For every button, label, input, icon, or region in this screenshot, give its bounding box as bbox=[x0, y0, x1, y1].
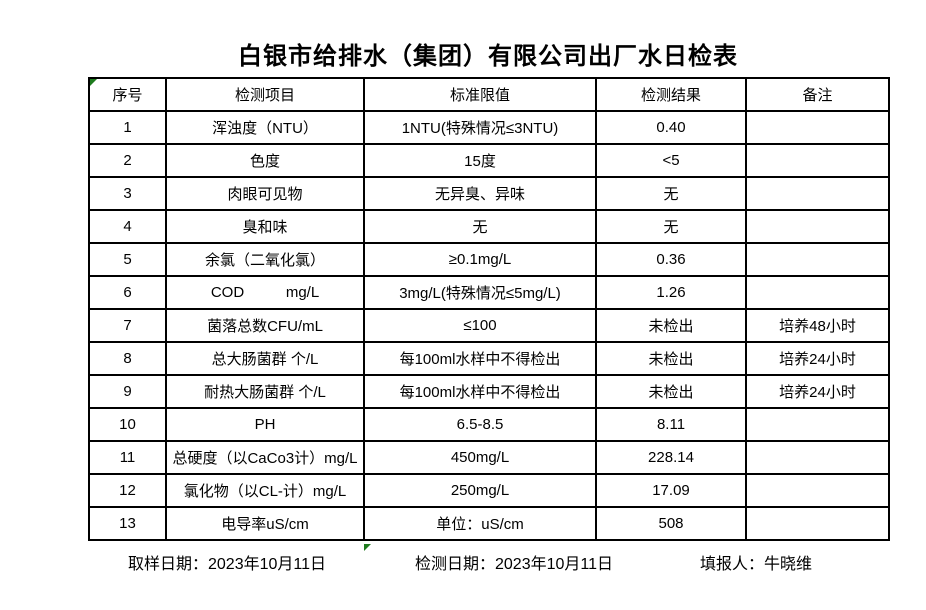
table-row: 11 总硬度（以CaCo3计）mg/L 450mg/L 228.14 bbox=[88, 440, 890, 475]
table-cell: 8 bbox=[88, 341, 167, 376]
table-cell: ≤100 bbox=[363, 308, 597, 343]
table-cell: 4 bbox=[88, 209, 167, 244]
table-row: 4 臭和味无无 bbox=[88, 209, 890, 244]
table-cell: 电导率uS/cm bbox=[165, 506, 365, 541]
table-cell: 1NTU(特殊情况≤3NTU) bbox=[363, 110, 597, 145]
table-row: 3 肉眼可见物 无异臭、异味无 bbox=[88, 176, 890, 211]
table-cell: 228.14 bbox=[595, 440, 747, 475]
table-row: 5 余氯（二氧化氯） ≥0.1mg/L 0.36 bbox=[88, 242, 890, 277]
table-row: 13 电导率uS/cm 单位：uS/cm 508 bbox=[88, 506, 890, 541]
table-cell bbox=[745, 143, 890, 178]
table-cell: 7 bbox=[88, 308, 167, 343]
table-header: 序号 检测项目 标准限值 检测结果 备注 bbox=[88, 77, 890, 112]
reporter-label: 填报人：牛晓维 bbox=[700, 556, 813, 573]
table-cell: 9 bbox=[88, 374, 167, 409]
column-header: 标准限值 bbox=[363, 77, 597, 112]
page-title: 白银市给排水（集团）有限公司出厂水日检表 bbox=[238, 43, 738, 70]
table-cell: 1 bbox=[88, 110, 167, 145]
table-cell bbox=[745, 473, 890, 508]
sampling-date-label: 取样日期：2023年10月11日 bbox=[128, 556, 327, 573]
table-cell: 单位：uS/cm bbox=[363, 506, 597, 541]
table-row: 10 PH 6.5-8.5 8.11 bbox=[88, 407, 890, 442]
table-cell bbox=[745, 242, 890, 277]
green-corner-marker-icon bbox=[364, 544, 371, 551]
daily-inspection-table: 序号 检测项目 标准限值 检测结果 备注 1 浑浊度（NTU） 1NTU(特殊情况≤3NTU… bbox=[88, 77, 890, 541]
green-corner-marker-icon bbox=[90, 79, 97, 86]
table-cell: 无 bbox=[363, 209, 597, 244]
table-row: 7 菌落总数CFU/mL ≤100 未检出 培养48小时 bbox=[88, 308, 890, 343]
table-cell: 总大肠菌群 个/L bbox=[165, 341, 365, 376]
test-date-label: 检测日期：2023年10月11日 bbox=[415, 556, 614, 573]
table-cell: ≥0.1mg/L bbox=[363, 242, 597, 277]
table-cell: 未检出 bbox=[595, 341, 747, 376]
table-body: 1 浑浊度（NTU） 1NTU(特殊情况≤3NTU) 0.40 2 色度 15度 <5 3 肉眼可… bbox=[88, 110, 890, 541]
table-cell: 培养24小时 bbox=[745, 341, 890, 376]
table-cell bbox=[745, 506, 890, 541]
table-cell: 5 bbox=[88, 242, 167, 277]
table-cell: 15度 bbox=[363, 143, 597, 178]
table-cell: <5 bbox=[595, 143, 747, 178]
table-cell: 12 bbox=[88, 473, 167, 508]
table-cell bbox=[745, 110, 890, 145]
table-row: 12 氯化物（以CL-计）mg/L 250mg/L 17.09 bbox=[88, 473, 890, 508]
table-cell bbox=[745, 440, 890, 475]
table-row: 6 COD mg/L 3mg/L(特殊情况≤5mg/L) 1.26 bbox=[88, 275, 890, 310]
table-cell: 培养48小时 bbox=[745, 308, 890, 343]
table-cell: 13 bbox=[88, 506, 167, 541]
table-cell: 臭和味 bbox=[165, 209, 365, 244]
table-row: 1 浑浊度（NTU） 1NTU(特殊情况≤3NTU) 0.40 bbox=[88, 110, 890, 145]
table-cell: 肉眼可见物 bbox=[165, 176, 365, 211]
table-cell: 8.11 bbox=[595, 407, 747, 442]
table-row: 2 色度 15度 <5 bbox=[88, 143, 890, 178]
table-row: 8 总大肠菌群 个/L 每100ml水样中不得检出 未检出 培养24小时 bbox=[88, 341, 890, 376]
table-cell bbox=[745, 407, 890, 442]
table-cell: 17.09 bbox=[595, 473, 747, 508]
table-cell: 浑浊度（NTU） bbox=[165, 110, 365, 145]
table-cell: 每100ml水样中不得检出 bbox=[363, 374, 597, 409]
column-header: 备注 bbox=[745, 77, 890, 112]
table-cell: 6 bbox=[88, 275, 167, 310]
table-cell: 每100ml水样中不得检出 bbox=[363, 341, 597, 376]
table-cell: COD mg/L bbox=[165, 275, 365, 310]
table-cell: 菌落总数CFU/mL bbox=[165, 308, 365, 343]
table-cell: 总硬度（以CaCo3计）mg/L bbox=[165, 440, 365, 475]
table-cell: 2 bbox=[88, 143, 167, 178]
column-header: 检测结果 bbox=[595, 77, 747, 112]
table-cell bbox=[745, 209, 890, 244]
table-cell: 耐热大肠菌群 个/L bbox=[165, 374, 365, 409]
table-cell: 3mg/L(特殊情况≤5mg/L) bbox=[363, 275, 597, 310]
column-header: 检测项目 bbox=[165, 77, 365, 112]
table-cell: 0.36 bbox=[595, 242, 747, 277]
table-cell: 无 bbox=[595, 209, 747, 244]
table-cell: 无异臭、异味 bbox=[363, 176, 597, 211]
table-cell: 未检出 bbox=[595, 374, 747, 409]
header-row: 序号 检测项目 标准限值 检测结果 备注 bbox=[88, 77, 890, 112]
table-cell: 余氯（二氧化氯） bbox=[165, 242, 365, 277]
table-cell: 无 bbox=[595, 176, 747, 211]
table-cell: 3 bbox=[88, 176, 167, 211]
table-cell: 250mg/L bbox=[363, 473, 597, 508]
table-cell bbox=[745, 275, 890, 310]
table-cell: 氯化物（以CL-计）mg/L bbox=[165, 473, 365, 508]
table-cell: 未检出 bbox=[595, 308, 747, 343]
table-cell: 11 bbox=[88, 440, 167, 475]
table-cell: 1.26 bbox=[595, 275, 747, 310]
table-cell: 508 bbox=[595, 506, 747, 541]
column-header: 序号 bbox=[88, 77, 167, 112]
table-cell: 培养24小时 bbox=[745, 374, 890, 409]
table-row: 9 耐热大肠菌群 个/L 每100ml水样中不得检出 未检出 培养24小时 bbox=[88, 374, 890, 409]
table-cell bbox=[745, 176, 890, 211]
table-cell: PH bbox=[165, 407, 365, 442]
table-cell: 10 bbox=[88, 407, 167, 442]
table-cell: 6.5-8.5 bbox=[363, 407, 597, 442]
table-cell: 450mg/L bbox=[363, 440, 597, 475]
table-cell: 0.40 bbox=[595, 110, 747, 145]
table-cell: 色度 bbox=[165, 143, 365, 178]
